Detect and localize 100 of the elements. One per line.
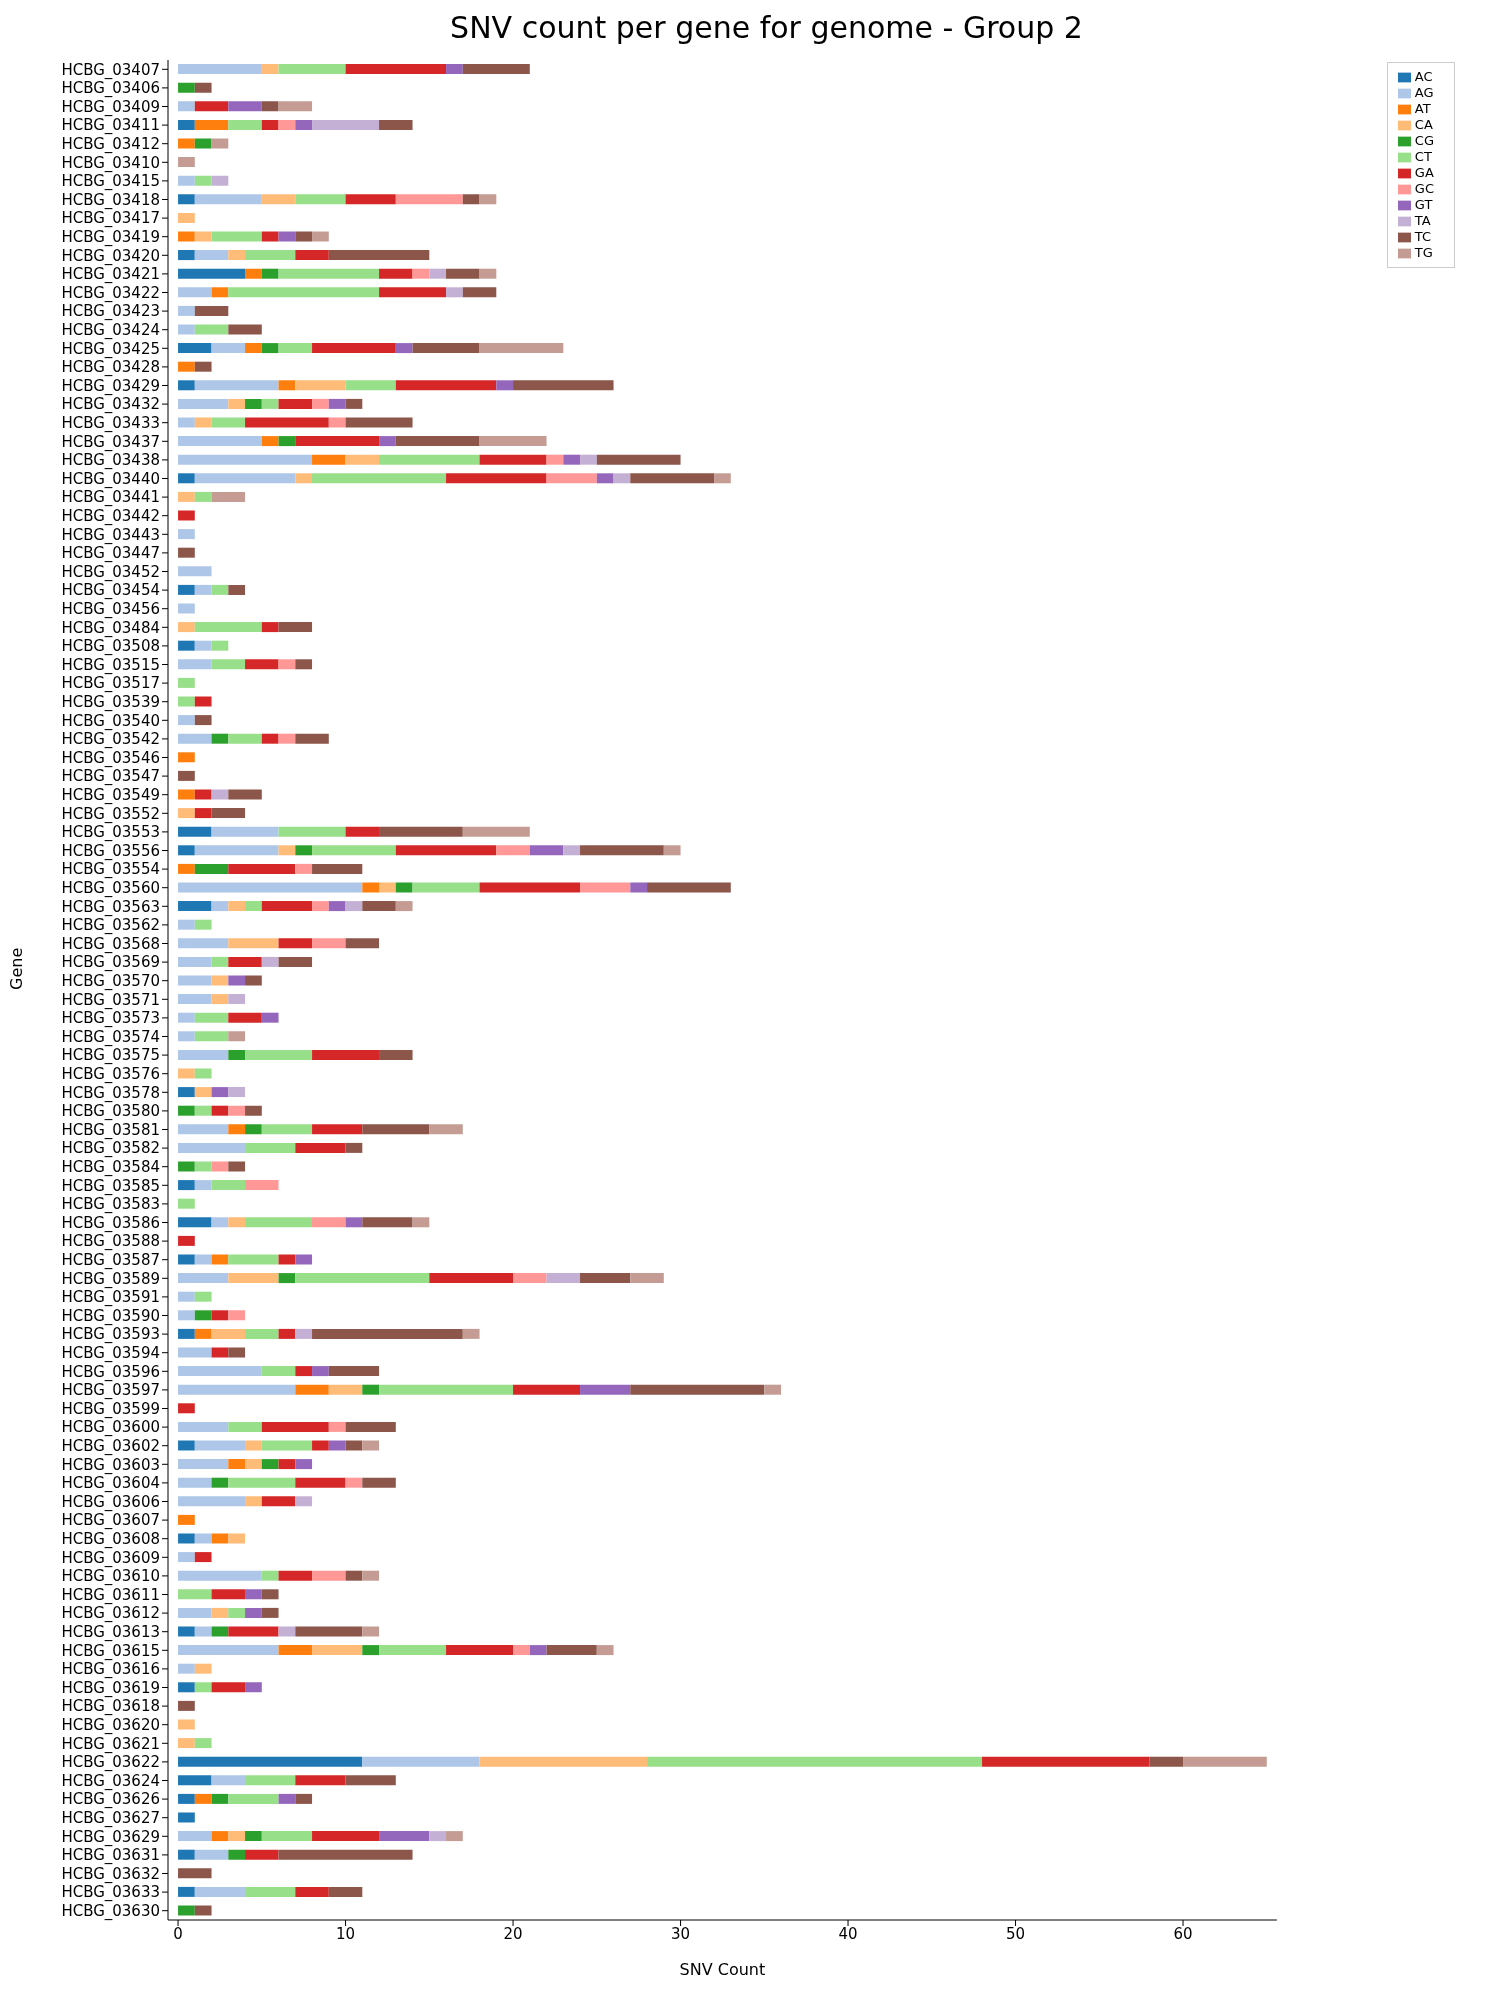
bar xyxy=(395,194,463,205)
bar xyxy=(345,380,396,391)
y-tick-label: HCBG_03415 xyxy=(61,172,160,192)
bar xyxy=(312,1124,363,1135)
y-tick-label: HCBG_03547 xyxy=(61,767,160,787)
bar xyxy=(178,1831,212,1842)
bar xyxy=(295,194,346,205)
y-tick-label: HCBG_03540 xyxy=(61,711,160,731)
bar xyxy=(278,733,296,744)
bar xyxy=(429,1831,447,1842)
bar xyxy=(194,715,212,726)
y-tick-label: HCBG_03443 xyxy=(61,525,160,545)
bar xyxy=(261,1589,279,1600)
y-tick-label: HCBG_03456 xyxy=(61,600,160,620)
bar xyxy=(194,324,229,335)
bar xyxy=(178,1700,195,1711)
bar xyxy=(211,1254,229,1265)
bar xyxy=(546,454,564,465)
bar xyxy=(546,473,597,484)
y-tick-label: HCBG_03586 xyxy=(61,1213,160,1233)
y-tick-label: HCBG_03563 xyxy=(61,897,160,917)
bar xyxy=(1183,1756,1267,1767)
bar xyxy=(328,398,346,409)
bar xyxy=(228,584,246,595)
y-tick-label: HCBG_03573 xyxy=(61,1009,160,1029)
bar xyxy=(245,1440,262,1451)
bar xyxy=(663,845,681,856)
y-tick-label: HCBG_03588 xyxy=(61,1232,160,1252)
y-tick-label: HCBG_03411 xyxy=(61,116,160,136)
bar xyxy=(714,473,731,484)
bar xyxy=(211,659,246,670)
y-tick-label: HCBG_03553 xyxy=(61,823,160,843)
bar xyxy=(211,343,246,354)
bar xyxy=(446,473,547,484)
bar xyxy=(563,845,581,856)
bar xyxy=(245,1589,262,1600)
bar xyxy=(546,1645,597,1656)
bar xyxy=(580,845,664,856)
bar xyxy=(194,175,212,186)
y-tick-label: HCBG_03429 xyxy=(61,376,160,396)
bar xyxy=(496,380,514,391)
bar xyxy=(194,138,212,149)
y-tick-label: HCBG_03539 xyxy=(61,693,160,713)
legend-label: GA xyxy=(1414,165,1434,180)
y-tick-label: HCBG_03433 xyxy=(61,414,160,434)
bar xyxy=(479,343,564,354)
bar xyxy=(194,1905,212,1916)
bar xyxy=(245,1105,262,1116)
bar xyxy=(295,1626,363,1637)
y-tick-label: HCBG_03407 xyxy=(61,60,160,80)
bar xyxy=(194,305,229,316)
y-tick-label: HCBG_03610 xyxy=(61,1567,160,1587)
y-tick-label: HCBG_03440 xyxy=(61,469,160,489)
bar xyxy=(312,1049,380,1060)
bar xyxy=(211,1161,229,1172)
y-tick-label: HCBG_03546 xyxy=(61,748,160,768)
bar xyxy=(613,473,631,484)
bar xyxy=(178,361,195,372)
y-tick-label: HCBG_03437 xyxy=(61,432,160,452)
bar xyxy=(194,1793,212,1804)
bar xyxy=(245,659,279,670)
bar xyxy=(580,1384,631,1395)
bar xyxy=(362,882,380,893)
bar xyxy=(446,64,463,75)
bar xyxy=(211,1831,229,1842)
bar xyxy=(764,1384,782,1395)
bar xyxy=(395,343,413,354)
bar xyxy=(513,380,614,391)
bar xyxy=(194,1031,229,1042)
bar xyxy=(295,1477,346,1488)
y-tick-label: HCBG_03549 xyxy=(61,786,160,806)
bar xyxy=(194,1310,212,1321)
bar xyxy=(245,1831,262,1842)
bar xyxy=(261,101,279,112)
y-tick-label: HCBG_03574 xyxy=(61,1027,160,1047)
bar xyxy=(194,491,212,502)
bar xyxy=(312,1570,346,1581)
bar xyxy=(295,231,313,242)
bar xyxy=(496,845,530,856)
bar xyxy=(194,1440,246,1451)
bar xyxy=(479,194,497,205)
bar xyxy=(178,101,195,112)
bar xyxy=(245,1124,262,1135)
y-tick-label: HCBG_03575 xyxy=(61,1046,160,1066)
bar xyxy=(178,287,212,298)
bar xyxy=(178,82,195,93)
bar xyxy=(178,882,363,893)
bar xyxy=(178,1552,195,1563)
bar xyxy=(278,1849,413,1860)
bar xyxy=(178,380,195,391)
bar xyxy=(261,901,313,912)
bar xyxy=(295,1496,313,1507)
legend-label: CT xyxy=(1414,149,1432,164)
bar xyxy=(647,882,731,893)
bar xyxy=(295,250,329,261)
y-tick-label: HCBG_03454 xyxy=(61,581,160,601)
bar xyxy=(295,845,313,856)
bar xyxy=(261,1440,313,1451)
bar xyxy=(278,845,296,856)
bar xyxy=(278,1626,296,1637)
